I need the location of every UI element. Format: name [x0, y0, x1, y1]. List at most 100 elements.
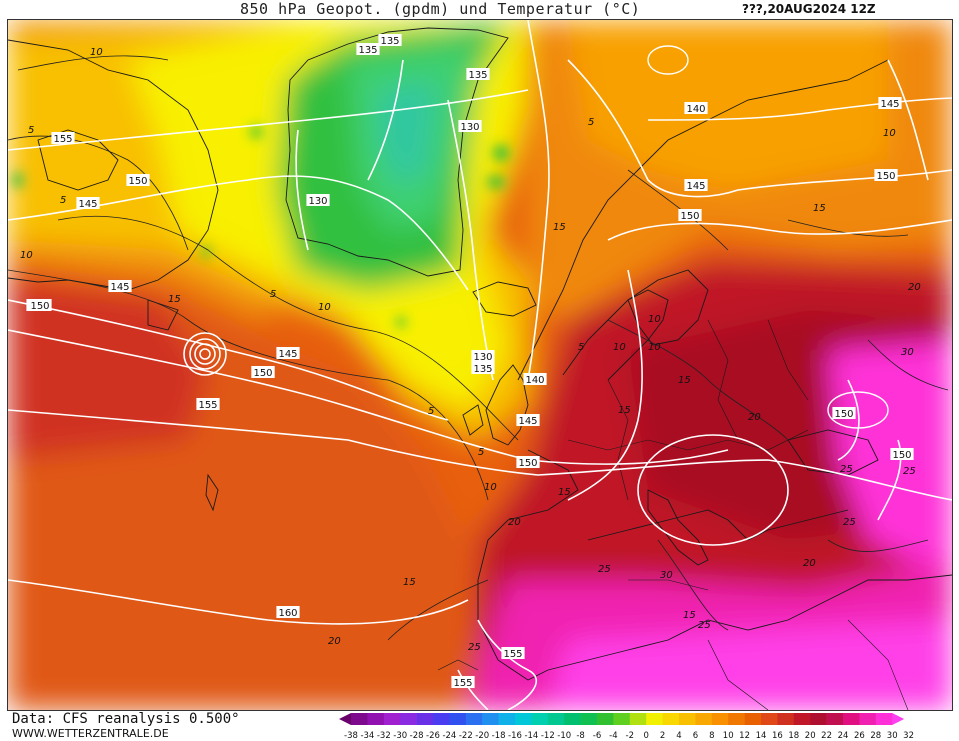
svg-text:135: 135: [380, 36, 399, 47]
svg-text:150: 150: [253, 368, 272, 379]
isohypse-label: 145: [276, 347, 300, 360]
legend-swatch: [662, 713, 680, 725]
isohypse-label: 150: [126, 174, 150, 187]
legend-swatch: [843, 713, 860, 725]
isotherm-label: 5: [588, 117, 594, 128]
isotherm-label: 10: [318, 302, 331, 313]
isohypse-label: 155: [501, 647, 525, 660]
isotherm-label: 25: [903, 466, 916, 477]
legend-tick-label: -12: [541, 731, 555, 741]
isotherm-label: 10: [648, 342, 661, 353]
temperature-field: [8, 20, 952, 710]
legend-tick-label: 12: [739, 731, 750, 741]
legend-tick-label: -6: [593, 731, 601, 741]
isotherm-label: 15: [618, 405, 631, 416]
svg-text:150: 150: [876, 171, 895, 182]
svg-text:155: 155: [53, 134, 72, 145]
svg-text:155: 155: [453, 678, 472, 689]
weather-map: 135 135 135 130 130 140 145 145 145 150 150 150 155 1…: [7, 19, 953, 711]
legend-tick-label: -30: [393, 731, 407, 741]
isohypse-label: 155: [451, 676, 475, 689]
isotherm-label: 5: [270, 289, 276, 300]
isohypse-label: 135: [466, 68, 490, 81]
low-pressure-center: [183, 332, 227, 376]
legend-tick-label: 18: [788, 731, 799, 741]
high-pressure-cell-east: [827, 391, 889, 429]
isohypse-label: 150: [28, 299, 52, 312]
isotherms: [8, 55, 949, 641]
legend-tick-label: -34: [360, 731, 374, 741]
svg-text:130: 130: [308, 196, 327, 207]
legend-swatch: [875, 713, 893, 725]
isotherm-label: 15: [813, 203, 826, 214]
isohypse-label: 150: [890, 448, 914, 461]
isotherm-label: 20: [328, 636, 341, 647]
isotherm-label: 30: [660, 570, 673, 581]
isotherm-label: 15: [403, 577, 416, 588]
svg-text:145: 145: [518, 416, 537, 427]
map-date: ???,20AUG2024 12Z: [742, 2, 876, 16]
svg-text:145: 145: [110, 282, 129, 293]
legend-swatch: [793, 713, 811, 725]
legend-tick-label: 20: [805, 731, 816, 741]
legend-swatch: [351, 713, 368, 725]
legend-swatch: [547, 713, 565, 725]
svg-text:160: 160: [278, 608, 297, 619]
legend-swatch: [777, 713, 795, 725]
legend-swatch: [515, 713, 532, 725]
legend-swatch: [498, 713, 516, 725]
high-pressure-cell-ne: [647, 45, 689, 75]
legend-swatch: [892, 713, 905, 725]
legend-tick-label: -24: [442, 731, 456, 741]
svg-text:150: 150: [518, 458, 537, 469]
legend-swatch: [339, 713, 351, 725]
svg-text:140: 140: [525, 375, 544, 386]
isotherm-label: 5: [428, 406, 434, 417]
isohypse-label: 155: [51, 132, 75, 145]
svg-text:150: 150: [892, 450, 911, 461]
isotherm-label: 15: [683, 610, 696, 621]
isotherm-label: 5: [578, 342, 584, 353]
legend-tick-labels: -38 -34 -32 -30 -28 -26 -24 -22 -20 -18 -16 -14 -12-…: [344, 731, 914, 741]
legend-swatch: [580, 713, 598, 725]
isotherm-label: 10: [90, 47, 103, 58]
legend-tick-label: -10: [557, 731, 571, 741]
legend-tick-label: -18: [492, 731, 506, 741]
legend-tick-label: -16: [508, 731, 522, 741]
isotherm-label: 5: [478, 447, 484, 458]
isohypse-label: 150: [516, 456, 540, 469]
legend-swatch: [826, 713, 844, 725]
legend-tick-label: 14: [756, 731, 767, 741]
isohypse-label: 145: [878, 97, 902, 110]
isohypse-label: 150: [678, 209, 702, 222]
legend-swatch: [744, 713, 762, 725]
svg-text:155: 155: [503, 649, 522, 660]
legend-swatch: [433, 713, 450, 725]
isotherm-label: 20: [908, 282, 921, 293]
svg-text:135: 135: [358, 45, 377, 56]
legend-tick-label: -28: [410, 731, 424, 741]
legend-swatch: [564, 713, 581, 725]
legend-swatch: [383, 713, 401, 725]
isotherm-label: 20: [803, 558, 816, 569]
legend-tick-label: -22: [459, 731, 473, 741]
legend-tick-label: 16: [772, 731, 783, 741]
isohypse-label: 155: [196, 398, 220, 411]
isotherm-label: 10: [484, 482, 497, 493]
isohypse-label: 130: [306, 194, 330, 207]
temperature-legend: -38 -34 -32 -30 -28 -26 -24 -22 -20 -18 -16 -14 -12-…: [339, 713, 914, 741]
svg-text:150: 150: [680, 211, 699, 222]
legend-tick-label: -32: [377, 731, 391, 741]
isohypse-label: 160: [276, 606, 300, 619]
legend-tick-label: -14: [524, 731, 538, 741]
isotherm-label: 10: [648, 314, 661, 325]
legend-swatch: [629, 713, 647, 725]
legend-tick-label: 22: [821, 731, 832, 741]
legend-swatch: [482, 713, 499, 725]
isohypse-label: 135: [378, 34, 402, 47]
legend-swatch: [465, 713, 483, 725]
isotherm-label: 15: [553, 222, 566, 233]
high-pressure-cell: [637, 434, 789, 546]
data-source-text: Data: CFS reanalysis 0.500°: [12, 711, 240, 727]
